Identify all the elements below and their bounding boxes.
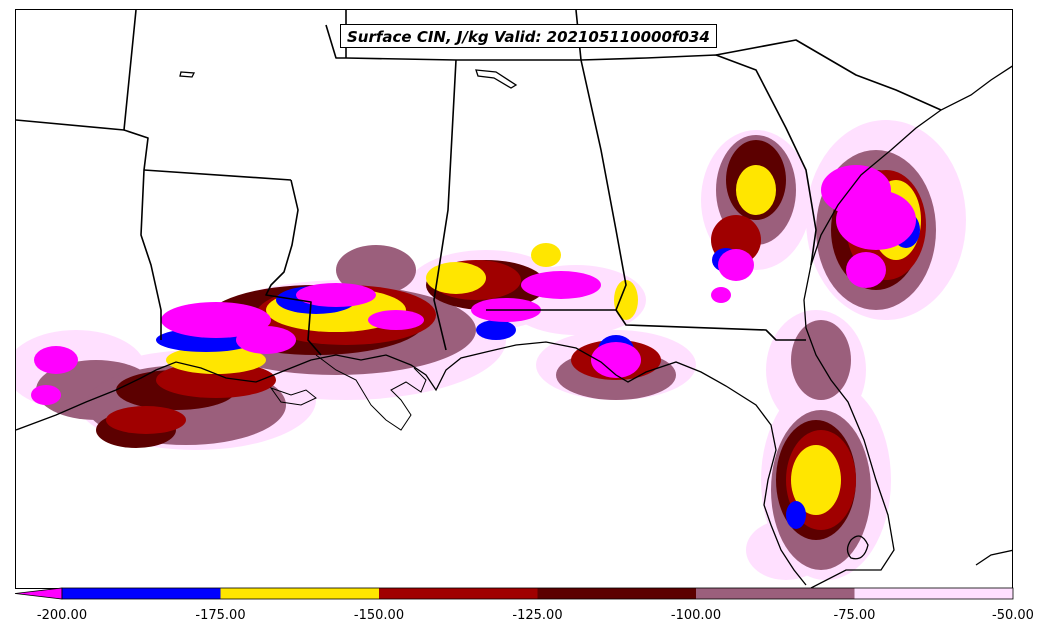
border-mississippi-alabama xyxy=(433,59,457,351)
border-georgia-east xyxy=(580,54,817,266)
coastlines xyxy=(16,65,1012,588)
cin-contour-magenta xyxy=(846,252,886,288)
cin-contour-magenta xyxy=(591,342,641,378)
border-mississippi-north xyxy=(325,24,457,61)
atlantic-inlet xyxy=(975,549,1012,566)
cin-contour-yellow xyxy=(736,165,776,215)
florida-east-coastline xyxy=(803,65,1012,588)
colorbar-segment xyxy=(62,588,221,599)
cin-contour-magenta xyxy=(161,302,271,338)
colorbar-segment xyxy=(854,588,1013,599)
state-borders xyxy=(16,10,942,356)
cin-contour-mauve xyxy=(791,320,851,400)
border-arkansas-south xyxy=(143,169,292,181)
colorbar-segments xyxy=(14,587,1014,600)
cin-contour-yellow xyxy=(531,243,561,267)
cin-contour-magenta xyxy=(236,326,296,354)
cin-map xyxy=(16,10,1012,588)
cin-contour-blue xyxy=(476,320,516,340)
colorbar-tick-label: -175.00 xyxy=(195,608,246,623)
lake-okeechobee xyxy=(846,535,869,560)
colorbar-tick-label: -200.00 xyxy=(36,608,88,623)
cin-contour-red xyxy=(106,406,186,434)
colorbar-outline xyxy=(61,587,1014,600)
cin-contour-magenta xyxy=(836,190,916,250)
colorbar-tick-label: -50.00 xyxy=(992,608,1034,623)
colorbar-tick-label: -75.00 xyxy=(833,608,876,623)
cin-contour-magenta xyxy=(296,283,376,307)
cin-contour-yellow xyxy=(166,346,266,374)
cin-contour-magenta xyxy=(711,287,731,303)
colorbar-segment xyxy=(379,588,538,599)
cin-contour-magenta xyxy=(368,310,424,330)
colorbar-segment xyxy=(220,588,379,599)
cin-contour-yellow xyxy=(791,445,841,515)
cin-contour-magenta xyxy=(34,346,78,374)
colorbar-segment xyxy=(537,588,696,599)
cin-contour-mauve xyxy=(336,245,416,295)
cin-contour-magenta xyxy=(31,385,61,405)
border-carolina xyxy=(715,39,942,111)
map-title: Surface CIN, J/kg Valid: 202105110000f03… xyxy=(340,24,717,48)
louisiana-delta xyxy=(269,354,427,431)
border-mississippi-river xyxy=(265,179,322,356)
colorbar xyxy=(14,587,1014,600)
map-panel: Surface CIN, J/kg Valid: 202105110000f03… xyxy=(15,9,1013,589)
colorbar-tick-label: -100.00 xyxy=(670,608,722,623)
border-arkansas-louisiana xyxy=(123,129,162,340)
cin-contour-blue xyxy=(786,501,806,529)
cin-field xyxy=(16,120,966,580)
west-lake xyxy=(475,69,518,89)
border-texas-north xyxy=(16,10,137,131)
colorbar-tick-label: -150.00 xyxy=(353,608,405,623)
colorbar-tick-label: -125.00 xyxy=(512,608,563,623)
cin-contour-yellow xyxy=(614,280,638,320)
gulf-coastline xyxy=(16,341,807,586)
cin-contour-magenta xyxy=(718,249,754,281)
cin-contour-magenta xyxy=(521,271,601,299)
border-alabama-georgia xyxy=(456,59,627,311)
colorbar-segment xyxy=(696,588,855,599)
border-florida-georgia xyxy=(615,309,806,341)
cin-contour-yellow xyxy=(426,262,486,294)
colorbar-extend-arrow xyxy=(14,587,63,600)
small-lake xyxy=(179,71,196,78)
